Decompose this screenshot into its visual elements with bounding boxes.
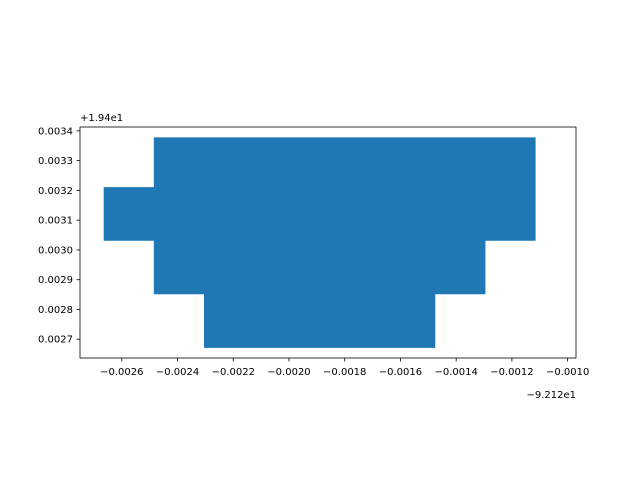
y-tick-label: 0.0033 [38,156,73,167]
x-tick-label: −0.0020 [267,367,310,378]
y-offset-label: +1.94e1 [80,113,123,124]
axes-frame [79,126,577,359]
x-tick-label: −0.0026 [100,367,143,378]
plot-area [103,137,536,348]
x-tick-label: −0.0016 [379,367,422,378]
y-tick-label: 0.0034 [38,126,73,137]
y-tick-label: 0.0029 [38,275,73,286]
y-tick-label: 0.0027 [38,335,73,346]
y-axis-ticks: 0.0027 0.0028 0.0029 0.0030 0.0031 0.0032 0.00… [38,126,80,346]
y-tick-label: 0.0028 [38,305,73,316]
x-tick-label: −0.0014 [434,367,477,378]
filled-polygon [103,137,536,348]
y-tick-label: 0.0031 [38,216,73,227]
x-tick-label: −0.0010 [546,367,589,378]
x-tick-label: −0.0012 [490,367,533,378]
x-tick-label: −0.0018 [323,367,366,378]
x-tick-label: −0.0024 [156,367,199,378]
x-axis-ticks: −0.0026 −0.0024 −0.0022 −0.0020 −0.0018 −0.00… [100,358,589,378]
y-tick-label: 0.0030 [38,245,73,256]
x-tick-label: −0.0022 [212,367,255,378]
y-tick-label: 0.0032 [38,186,73,197]
x-offset-label: −9.212e1 [526,390,576,401]
